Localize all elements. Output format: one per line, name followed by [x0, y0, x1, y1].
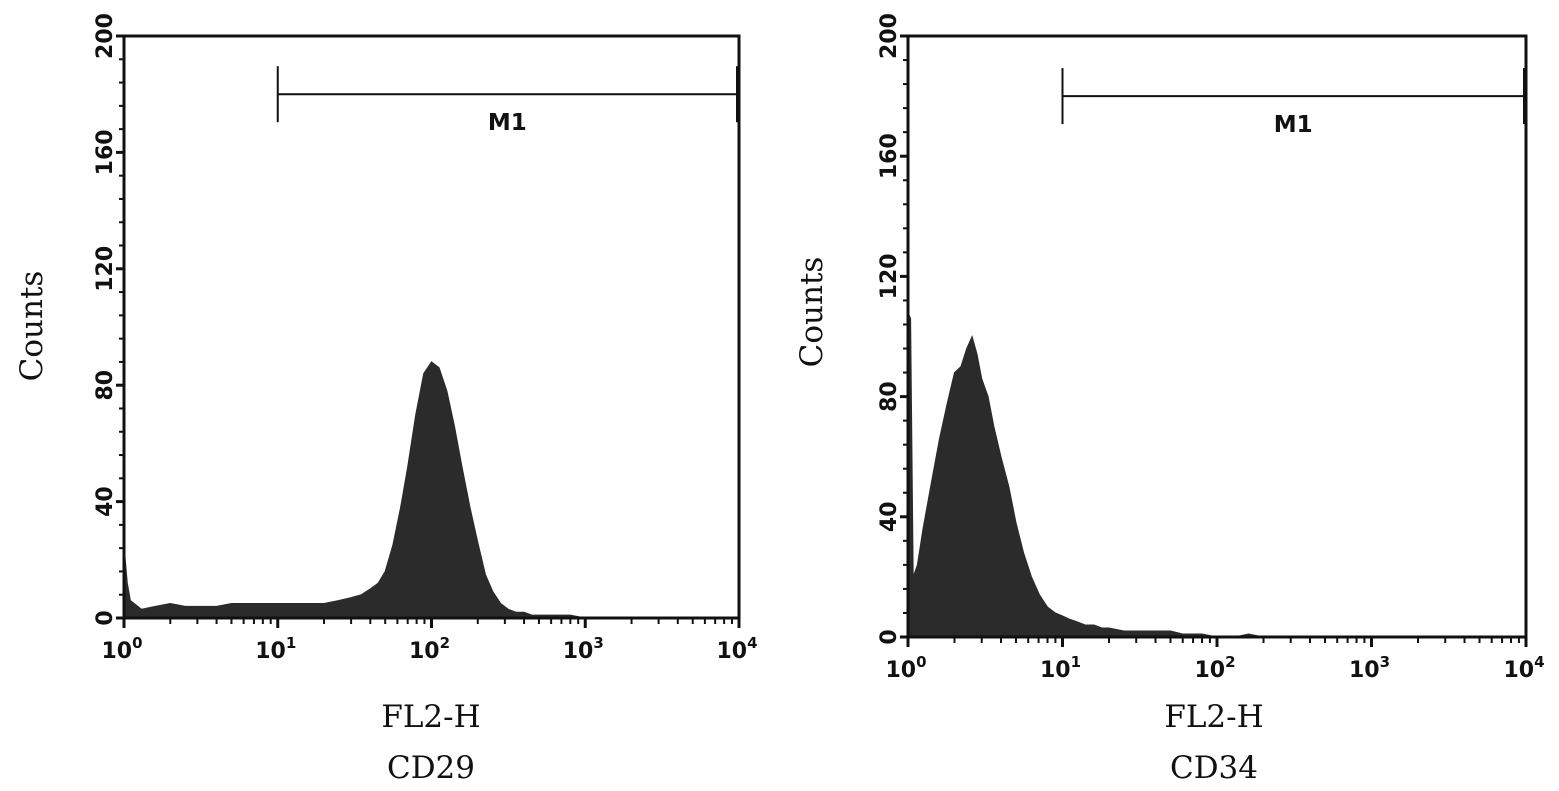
- x-tick-label: 101: [1040, 653, 1081, 683]
- y-tick-label: 40: [93, 486, 118, 517]
- x-tick-label: 101: [255, 634, 296, 664]
- y-tick-label: 120: [877, 253, 902, 299]
- histogram-area: [907, 312, 1526, 638]
- x-tick-label: 102: [409, 634, 450, 664]
- histogram-panel-cd29: Counts FL2-H CD29 0 40 80 120 160 200 100 101 10…: [14, 13, 758, 786]
- y-tick-label: 0: [877, 629, 902, 644]
- x-tick-label: 100: [885, 653, 926, 683]
- marker-label: M1: [488, 110, 527, 136]
- x-tick-label: 100: [101, 634, 142, 664]
- x-tick-label: 104: [1503, 653, 1544, 683]
- x-axis-label: FL2-H: [381, 699, 480, 735]
- x-tick-label: 104: [716, 634, 757, 664]
- histogram-chart-cd34: Counts FL2-H CD34 0 40 80 120 160 200 100 101 10…: [794, 13, 1545, 786]
- x-axis-label: FL2-H: [1164, 699, 1263, 735]
- y-axis-label: Counts: [14, 271, 50, 382]
- y-tick-label: 160: [877, 133, 902, 179]
- x-tick-label: 103: [563, 634, 604, 664]
- histogram-area: [123, 361, 739, 619]
- y-tick-label: 0: [93, 610, 118, 625]
- y-tick-label: 80: [93, 370, 118, 401]
- x-tick-label: 102: [1194, 653, 1235, 683]
- marker-label: M1: [1274, 112, 1313, 138]
- x-tick-label: 103: [1349, 653, 1390, 683]
- histogram-chart-cd29: Counts FL2-H CD29 0 40 80 120 160 200 100 101 10…: [14, 13, 758, 786]
- y-tick-label: 200: [877, 13, 902, 59]
- y-axis-label: Counts: [794, 257, 830, 368]
- y-tick-label: 200: [93, 13, 118, 59]
- marker-sublabel: CD34: [1170, 750, 1258, 786]
- y-tick-label: 40: [877, 501, 902, 532]
- y-tick-label: 120: [93, 246, 118, 292]
- y-tick-label: 160: [93, 129, 118, 175]
- marker-sublabel: CD29: [387, 750, 475, 786]
- histogram-panel-cd34: Counts FL2-H CD34 0 40 80 120 160 200 100 101 10…: [780, 0, 1559, 791]
- y-tick-label: 80: [877, 381, 902, 412]
